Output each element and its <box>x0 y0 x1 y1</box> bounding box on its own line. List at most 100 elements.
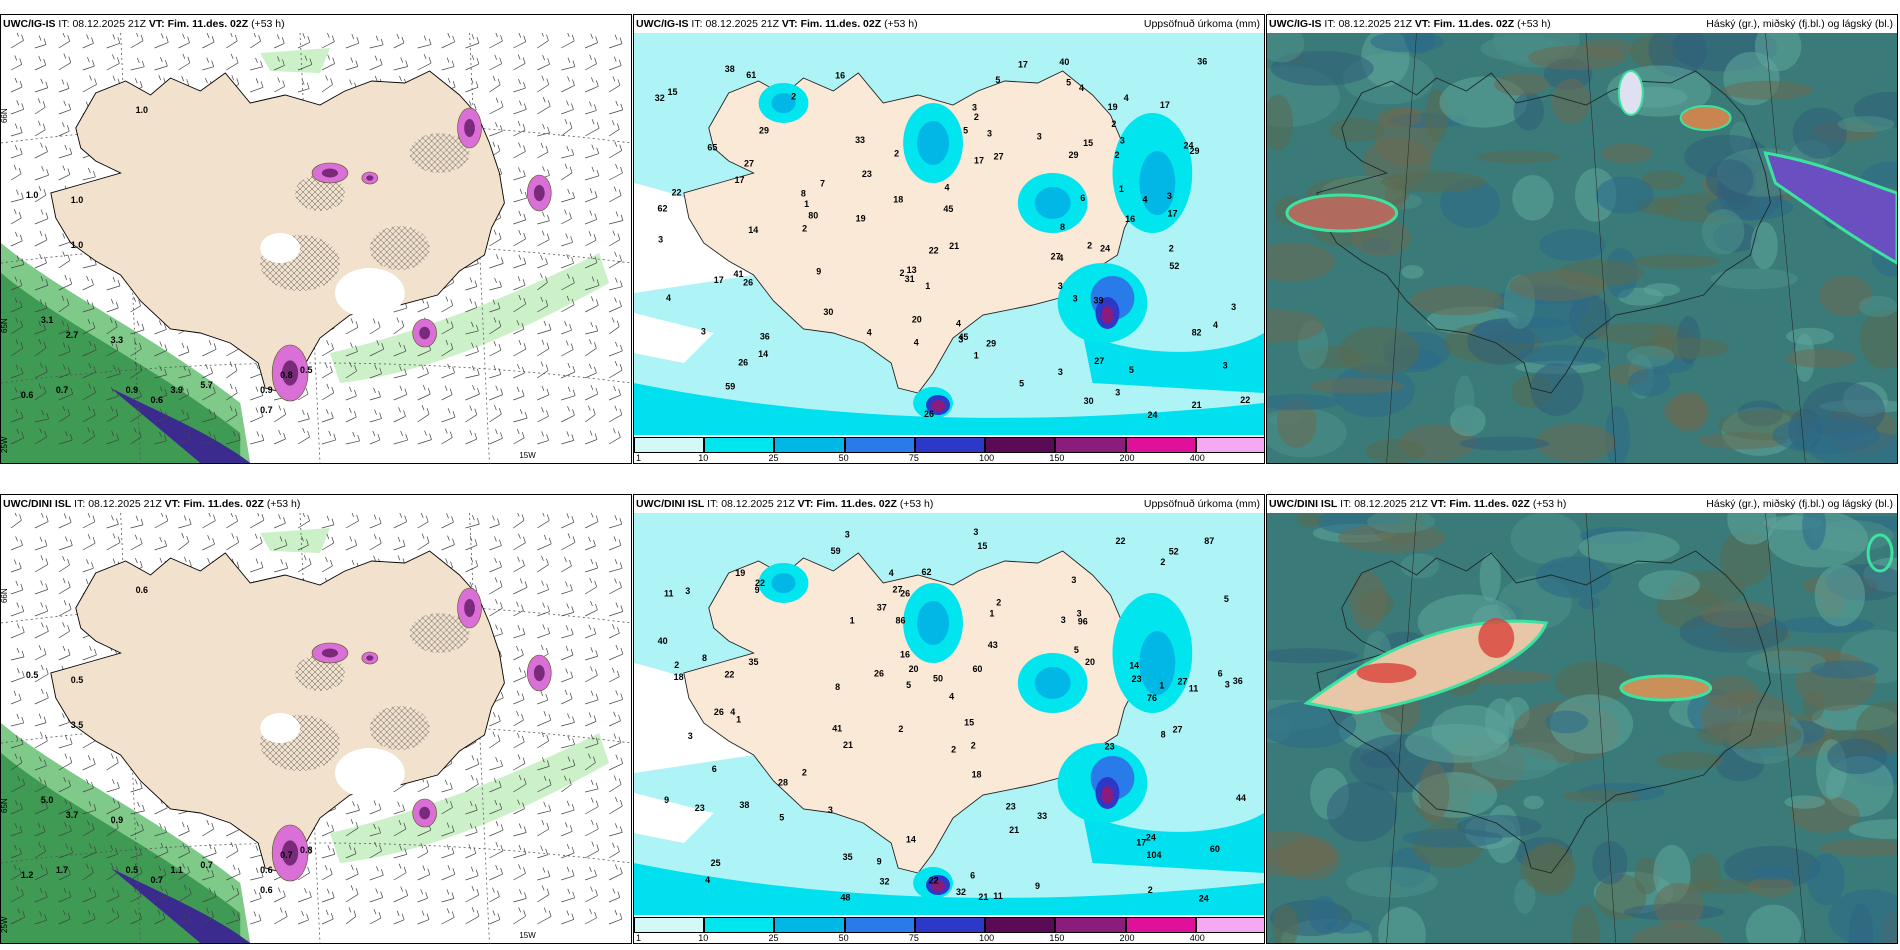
precip-value: 11 <box>993 891 1002 901</box>
precip-value: 14 <box>1129 661 1139 671</box>
precip-value: 9 <box>1035 881 1040 891</box>
value-label: 5.7 <box>200 380 212 390</box>
value-label: 0.8 <box>300 845 312 855</box>
cloud-cell <box>1545 710 1589 734</box>
precip-value: 1 <box>736 715 741 725</box>
precip-value: 20 <box>1085 657 1095 667</box>
iceland-coastline <box>50 550 505 874</box>
cloud-cell <box>1784 795 1826 809</box>
vt-value: Fim. 11.des. 02Z <box>816 498 897 510</box>
precip-value: 2 <box>1160 557 1165 567</box>
panel-r2-precip: UWC/DINI ISL IT: 08.12.2025 21Z VT: Fim.… <box>633 494 1265 944</box>
precip-value: 60 <box>972 664 982 674</box>
cloud-cell <box>1626 345 1675 367</box>
precip-value: 31 <box>905 274 915 284</box>
precip-value: 17 <box>1160 100 1170 110</box>
field-title: Háský (gr.), miðský (fj.bl.) og lágský (… <box>1706 498 1893 510</box>
precip-map: 3 3 3 2 2 4 3 3 3 1 4 4 59 41 21 11 14 22 20 28 22 26 36 27 9 8 5 2… <box>634 513 1264 915</box>
cloud-cell <box>1710 268 1799 290</box>
precip-value: 1 <box>1119 184 1124 194</box>
colorbar-tick: 50 <box>838 453 849 463</box>
precip-value: 23 <box>862 169 872 179</box>
panel-header: UWC/DINI ISL IT: 08.12.2025 21Z VT: Fim.… <box>1 495 631 513</box>
value-label: 0.8 <box>280 370 292 380</box>
panel-r2-wind: UWC/DINI ISL IT: 08.12.2025 21Z VT: Fim.… <box>0 494 632 944</box>
value-label: 0.6 <box>21 390 33 400</box>
cloud-cell <box>1837 116 1895 133</box>
colorbar-swatch <box>844 437 915 453</box>
precip-value: 11 <box>1189 683 1198 693</box>
vt-label: VT: <box>148 18 165 30</box>
precip-value: 24 <box>1199 894 1209 904</box>
colorbar-tick: 150 <box>1049 933 1065 943</box>
precip-value: 3 <box>958 334 963 344</box>
precip-value: 5 <box>906 680 911 690</box>
precip-value: 86 <box>896 615 906 625</box>
colorbar-swatch <box>774 437 845 453</box>
cloud-cell <box>1267 648 1358 664</box>
precip-value: 2 <box>802 224 807 234</box>
cloud-cell <box>1272 904 1299 943</box>
precip-value: 22 <box>1116 536 1126 546</box>
precip-value: 61 <box>746 70 756 80</box>
cloud-cell <box>1400 553 1440 579</box>
it-label: IT: <box>1340 498 1352 510</box>
grid-label: 25W <box>1 916 9 933</box>
grid-label: 25W <box>1 436 9 453</box>
cloud-cell <box>1627 369 1671 397</box>
cloud-cell <box>1494 73 1550 96</box>
precip-value: 104 <box>1147 850 1162 860</box>
precip-value: 14 <box>748 225 758 235</box>
precip-value: 3 <box>1120 135 1125 145</box>
grid-label: 15W <box>519 451 536 460</box>
vt-label: VT: <box>1414 18 1431 30</box>
precip-value: 50 <box>933 674 943 684</box>
precip-value: 2 <box>1087 241 1092 251</box>
cloud-cell <box>1550 694 1634 754</box>
cloud-cell <box>1641 170 1685 190</box>
colorbar-tick: 25 <box>768 453 779 463</box>
precip-value: 2 <box>802 767 807 777</box>
value-label: 3.3 <box>111 335 123 345</box>
precip-value: 24 <box>1184 140 1194 150</box>
value-label: 0.9 <box>126 385 138 395</box>
value-label: 1.7 <box>56 865 68 875</box>
colorbar-swatch <box>1125 437 1196 453</box>
precip-value: 3 <box>1058 367 1063 377</box>
precip-value: 48 <box>840 893 850 903</box>
precip-value: 16 <box>835 71 845 81</box>
cloud-cell <box>1592 840 1628 885</box>
precip-value: 3 <box>1115 387 1120 397</box>
precip-value: 16 <box>900 650 910 660</box>
value-label: 1.0 <box>71 195 83 205</box>
model-name: UWC/IG-IS <box>636 18 689 30</box>
colorbar-swatch <box>914 437 986 453</box>
precip-value: 37 <box>877 602 887 612</box>
colorbar-tick: 200 <box>1119 933 1135 943</box>
precip-value: 2 <box>1114 150 1119 160</box>
precip-value: 21 <box>978 892 988 902</box>
precip-value: 3 <box>828 805 833 815</box>
value-label: 0.7 <box>151 875 163 885</box>
precip-value: 8 <box>1161 729 1166 739</box>
panel-r1-wind: UWC/IG-IS IT: 08.12.2025 21Z VT: Fim. 11… <box>0 14 632 464</box>
precip-value: 14 <box>758 349 768 359</box>
precip-value: 17 <box>1018 59 1028 69</box>
cloud-cell <box>1378 906 1426 943</box>
cloud-cell <box>1270 50 1374 86</box>
value-label: 1.0 <box>26 190 38 200</box>
it-value: 08.12.2025 21Z <box>88 498 162 510</box>
precip-value: 15 <box>1083 138 1093 148</box>
precip-value: 32 <box>956 887 966 897</box>
precip-value: 3 <box>1231 302 1236 312</box>
grid-label: 66N <box>1 108 9 123</box>
precip-value: 2 <box>996 597 1001 607</box>
colorbar-swatch <box>1195 437 1264 453</box>
cloud-cell <box>1367 513 1436 534</box>
precip-value: 5 <box>1224 594 1229 604</box>
precip-value: 26 <box>874 669 884 679</box>
precip-value: 29 <box>1189 146 1199 156</box>
value-label: 0.6 <box>136 585 148 595</box>
cloud-cell <box>1745 904 1802 943</box>
precip-value: 33 <box>1037 811 1047 821</box>
